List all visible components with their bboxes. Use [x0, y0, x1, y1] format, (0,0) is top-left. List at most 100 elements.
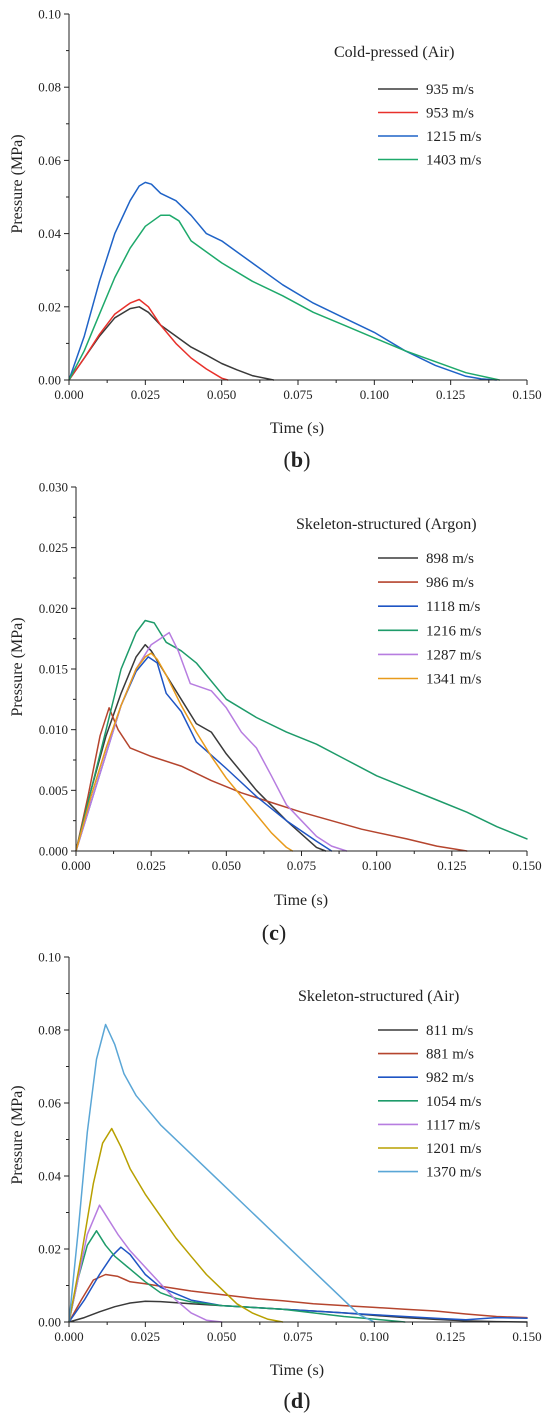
x-tick-label: 0.075	[287, 858, 316, 873]
legend-label: 1201 m/s	[426, 1141, 482, 1157]
y-tick-label: 0.06	[38, 1096, 61, 1111]
x-tick-label: 0.125	[436, 387, 465, 402]
y-tick-label: 0.00	[38, 1315, 61, 1330]
x-tick-label: 0.150	[512, 387, 541, 402]
y-tick-label: 0.030	[39, 480, 68, 495]
y-tick-label: 0.08	[38, 1023, 61, 1038]
legend-label: 1403 m/s	[426, 153, 482, 169]
panel-label-b: (b)	[284, 447, 311, 472]
series-line-3	[68, 1230, 406, 1323]
panel-label-close: )	[303, 1388, 310, 1413]
y-tick-label: 0.10	[38, 7, 61, 22]
legend: 811 m/s 881 m/s 982 m/s 1054 m/s 1117 m/s 120…	[378, 1023, 482, 1181]
x-tick-label: 0.100	[362, 858, 391, 873]
y-tick-label: 0.010	[39, 722, 68, 737]
legend: 935 m/s 953 m/s 1215 m/s 1403 m/s	[378, 82, 482, 169]
legend-label: 1370 m/s	[426, 1165, 482, 1181]
y-tick-label: 0.000	[39, 844, 68, 859]
x-axis-title: Time (s)	[270, 1362, 324, 1379]
legend-label: 1216 m/s	[426, 623, 482, 639]
legend-label: 898 m/s	[426, 551, 474, 567]
series-line-2	[75, 656, 333, 852]
series-line-1	[68, 298, 229, 381]
plot-area: 0.000 0.025 0.050 0.075 0.100 0.125 0.150 0.000…	[39, 480, 542, 874]
legend-title: Skeleton-structured (Air)	[298, 988, 459, 1005]
legend-label: 1117 m/s	[426, 1117, 480, 1133]
series-line-1	[68, 1273, 528, 1323]
y-axis-title: Pressure (MPa)	[9, 617, 26, 716]
legend-label: 1341 m/s	[426, 672, 482, 688]
panel-label-open: (	[284, 1388, 291, 1413]
x-tick-label: 0.150	[512, 858, 541, 873]
series-line-3	[75, 619, 528, 852]
x-axis-title: Time (s)	[270, 420, 324, 437]
legend-label: 1215 m/s	[426, 129, 482, 145]
y-tick-label: 0.10	[38, 950, 61, 965]
legend-label: 881 m/s	[426, 1047, 474, 1063]
legend-label: 982 m/s	[426, 1070, 474, 1086]
y-tick-label: 0.00	[38, 373, 61, 388]
x-tick-label: 0.150	[512, 1329, 541, 1344]
panel-label-close: )	[279, 920, 286, 945]
chart-panel-c: Skeleton-structured (Argon) Pressure (MP…	[9, 516, 477, 945]
x-tick-label: 0.125	[436, 1329, 465, 1344]
x-tick-label: 0.100	[360, 1329, 389, 1344]
y-axis-title: Pressure (MPa)	[9, 1085, 26, 1184]
x-tick-label: 0.050	[207, 1329, 236, 1344]
series-line-4	[68, 1204, 223, 1323]
y-tick-label: 0.04	[38, 1169, 61, 1184]
series-line-5	[68, 1127, 284, 1323]
chart-panel-d: Skeleton-structured (Air) Pressure (MPa)…	[9, 988, 459, 1413]
chart-panel-b: Cold-pressed (Air) Pressure (MPa) Time (…	[9, 44, 454, 472]
x-tick-label: 0.050	[212, 858, 241, 873]
y-tick-label: 0.005	[39, 783, 68, 798]
series-line-6	[68, 1023, 376, 1323]
y-tick-label: 0.06	[38, 153, 61, 168]
y-tick-label: 0.04	[38, 226, 61, 241]
panel-label-close: )	[303, 447, 310, 472]
series-line-4	[75, 631, 348, 852]
legend-label: 986 m/s	[426, 575, 474, 591]
series-line-5	[75, 652, 294, 852]
legend: 898 m/s 986 m/s 1118 m/s 1216 m/s 1287 m/s 13…	[378, 551, 482, 688]
plot-area: 0.000 0.025 0.050 0.075 0.100 0.125 0.1500.000…	[38, 7, 541, 403]
y-tick-label: 0.08	[38, 80, 61, 95]
panel-label-c: (c)	[262, 920, 286, 945]
y-tick-label: 0.025	[39, 540, 68, 555]
legend-title: Cold-pressed (Air)	[334, 44, 454, 61]
panel-label-letter: c	[269, 920, 279, 945]
legend-label: 935 m/s	[426, 82, 474, 98]
panel-label-open: (	[262, 920, 269, 945]
x-tick-label: 0.050	[207, 387, 236, 402]
legend-title: Skeleton-structured (Argon)	[296, 516, 477, 533]
series-line-1	[75, 707, 468, 852]
panel-label-letter: d	[291, 1388, 303, 1413]
x-tick-label: 0.025	[131, 387, 160, 402]
legend-label: 1287 m/s	[426, 647, 482, 663]
x-tick-label: 0.075	[283, 1329, 312, 1344]
series-line-3	[68, 214, 501, 381]
x-tick-label: 0.000	[54, 1329, 83, 1344]
y-axis-title: Pressure (MPa)	[9, 134, 26, 233]
y-tick-label: 0.015	[39, 662, 68, 677]
y-tick-label: 0.02	[38, 1242, 61, 1257]
x-tick-label: 0.000	[61, 858, 90, 873]
panel-label-open: (	[284, 447, 291, 472]
legend-label: 811 m/s	[426, 1023, 474, 1039]
y-tick-label: 0.02	[38, 299, 61, 314]
legend-label: 953 m/s	[426, 106, 474, 122]
x-tick-label: 0.000	[54, 387, 83, 402]
series-line-0	[75, 643, 327, 852]
panel-label-d: (d)	[284, 1388, 311, 1413]
x-tick-label: 0.025	[131, 1329, 160, 1344]
legend-label: 1054 m/s	[426, 1094, 482, 1110]
x-axis-title: Time (s)	[274, 892, 328, 909]
legend-label: 1118 m/s	[426, 599, 480, 615]
y-tick-label: 0.020	[39, 601, 68, 616]
x-tick-label: 0.125	[437, 858, 466, 873]
series-line-2	[68, 181, 498, 381]
x-tick-label: 0.100	[360, 387, 389, 402]
plot-area: 0.000 0.025 0.050 0.075 0.100 0.125 0.150 0.00 0…	[38, 950, 541, 1345]
x-tick-label: 0.025	[137, 858, 166, 873]
